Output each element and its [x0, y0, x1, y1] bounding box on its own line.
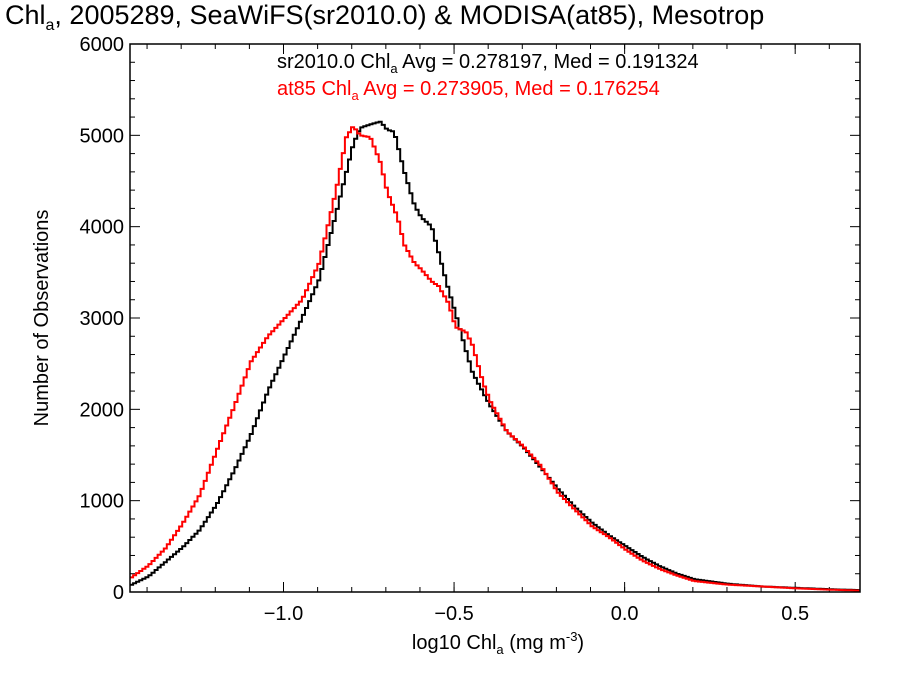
stats-annotation-1: sr2010.0 Chla Avg = 0.278197, Med = 0.19… [277, 51, 699, 76]
y-tick-label: 6000 [80, 34, 125, 56]
y-tick-label: 4000 [80, 217, 125, 239]
histogram-series-line-1 [130, 120, 860, 592]
y-tick-label: 5000 [80, 125, 125, 147]
chart-title-rest: , 2005289, SeaWiFS(sr2010.0) & MODISA(at… [54, 0, 765, 30]
y-tick-label: 1000 [80, 491, 125, 513]
chart-title-prefix: Chl [5, 0, 46, 30]
x-tick-label: 0.5 [781, 603, 809, 625]
stats-annotation-2: at85 Chla Avg = 0.273905, Med = 0.176254 [277, 78, 660, 103]
y-tick-label: 2000 [80, 399, 125, 421]
plot-frame [129, 43, 861, 593]
y-tick-label: 3000 [80, 308, 125, 330]
y-axis-label: Number of Observations [31, 210, 53, 427]
histogram-series-line-2 [130, 126, 860, 592]
x-tick-label: −1.0 [264, 603, 303, 625]
x-tick-label: −0.5 [434, 603, 473, 625]
x-axis-label: log10 Chla (mg m-3) [412, 629, 584, 657]
y-tick-label: 0 [113, 582, 124, 604]
chart-title: Chla, 2005289, SeaWiFS(sr2010.0) & MODIS… [5, 0, 764, 35]
x-tick-label: 0.0 [611, 603, 639, 625]
chart-title-subscript: a [45, 17, 55, 34]
